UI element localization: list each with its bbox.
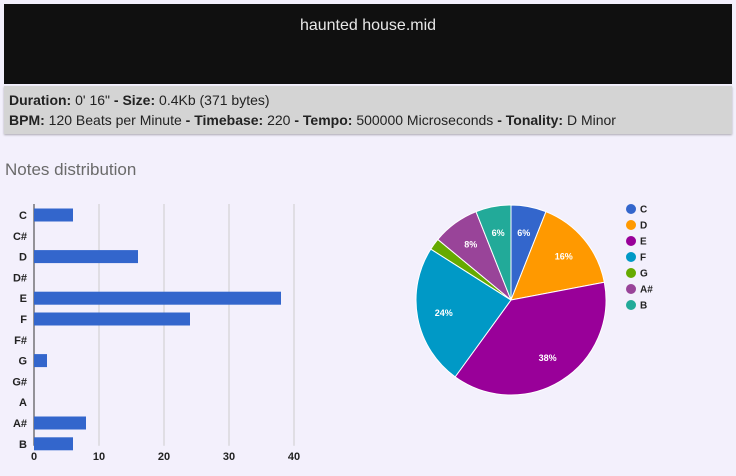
slice-label: 38% <box>539 353 557 363</box>
size-label: Size: <box>122 92 156 108</box>
legend-label: G <box>640 269 648 280</box>
size-value: 0.4Kb (371 bytes) <box>159 92 270 108</box>
legend-label: C <box>640 205 647 216</box>
pie-slice <box>415 248 512 378</box>
legend-label: E <box>640 237 647 248</box>
bpm-label: BPM: <box>9 112 45 128</box>
slice-label: 6% <box>492 228 505 238</box>
bar <box>34 291 281 305</box>
x-tick-label: 0 <box>31 451 37 463</box>
bar <box>34 437 73 451</box>
legend-label: B <box>640 301 647 312</box>
slice-label: 16% <box>555 251 573 261</box>
separator: - <box>290 112 303 128</box>
bar <box>34 354 47 368</box>
x-tick-label: 10 <box>93 451 105 463</box>
x-tick-label: 30 <box>223 451 235 463</box>
notes-bar-chart: 0 10 20 30 40 C C# D D# EF F# G G# A A# B <box>12 204 300 463</box>
y-tick-label: D <box>19 252 27 264</box>
legend-swatch <box>626 236 636 246</box>
x-tick-label: 40 <box>288 451 300 463</box>
info-line-2: BPM: 120 Beats per Minute - Timebase: 22… <box>9 112 616 128</box>
y-tick-label: F# <box>14 335 27 347</box>
legend-swatch <box>626 204 636 214</box>
bar <box>34 250 138 264</box>
separator: - <box>181 112 195 128</box>
legend-swatch <box>626 252 636 262</box>
timebase-label: Timebase: <box>194 112 264 128</box>
bpm-value: 120 Beats per Minute <box>48 112 182 128</box>
slice-label: 8% <box>464 240 477 250</box>
x-tick-label: 20 <box>158 451 170 463</box>
bar <box>34 312 190 326</box>
section-title: Notes distribution <box>5 160 137 179</box>
legend-swatch <box>626 284 636 294</box>
y-tick-label: A <box>19 397 27 409</box>
legend-label: D <box>640 221 647 232</box>
y-tick-label: A# <box>13 418 27 430</box>
tonality-label: Tonality: <box>505 112 564 128</box>
tempo-value: 500000 Microseconds <box>356 112 494 128</box>
tempo-label: Tempo: <box>302 112 353 128</box>
legend-swatch <box>626 300 636 310</box>
bar <box>34 416 86 430</box>
pie-slice <box>454 281 607 396</box>
file-header: haunted house.mid <box>4 4 732 84</box>
y-tick-label: G <box>18 356 27 368</box>
y-tick-label: F <box>20 314 27 326</box>
y-tick-label: E <box>20 293 27 305</box>
separator: - <box>493 112 506 128</box>
file-title: haunted house.mid <box>299 17 437 34</box>
bar <box>34 208 73 222</box>
legend-label: A# <box>640 285 653 296</box>
y-tick-label: B <box>19 439 27 451</box>
legend-swatch <box>626 220 636 230</box>
duration-label: Duration: <box>9 92 72 108</box>
y-tick-label: C <box>19 210 27 222</box>
pie-slice <box>510 211 605 301</box>
y-tick-label: C# <box>13 231 27 243</box>
legend-label: F <box>640 253 646 264</box>
separator: - <box>110 92 123 108</box>
duration-value: 0' 16" <box>75 92 110 108</box>
pie-slice <box>475 204 512 301</box>
slice-label: 6% <box>517 228 530 238</box>
slice-label: 24% <box>435 308 453 318</box>
tonality-value: D Minor <box>566 112 616 128</box>
timebase-value: 220 <box>267 112 291 128</box>
file-info-panel: Duration: 0' 16" - Size: 0.4Kb (371 byte… <box>4 86 732 134</box>
y-tick-label: D# <box>13 272 27 284</box>
info-line-1: Duration: 0' 16" - Size: 0.4Kb (371 byte… <box>9 92 270 108</box>
y-tick-label: G# <box>12 376 27 388</box>
legend-swatch <box>626 268 636 278</box>
